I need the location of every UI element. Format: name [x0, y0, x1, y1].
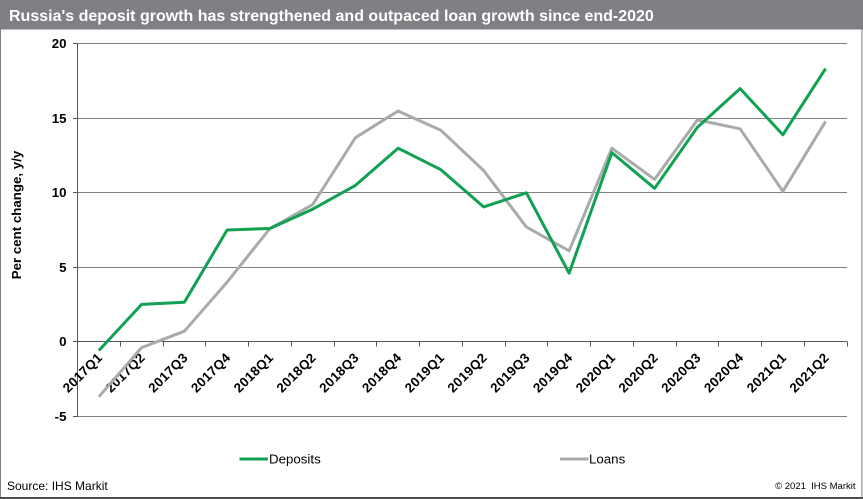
svg-text:Deposits: Deposits — [269, 452, 321, 467]
svg-text:20: 20 — [52, 36, 67, 51]
svg-text:Russia's deposit growth has st: Russia's deposit growth has strengthened… — [9, 8, 654, 25]
svg-text:10: 10 — [52, 185, 67, 200]
svg-text:Source: IHS Markit: Source: IHS Markit — [7, 479, 108, 493]
svg-text:-5: -5 — [55, 409, 67, 424]
svg-text:5: 5 — [59, 260, 67, 275]
svg-text:Loans: Loans — [589, 452, 626, 467]
svg-text:0: 0 — [59, 334, 66, 349]
svg-text:15: 15 — [52, 111, 67, 126]
svg-text:Per cent change, y/y: Per cent change, y/y — [9, 150, 24, 279]
svg-text:© 2021 IHS Markit: © 2021 IHS Markit — [775, 481, 856, 492]
